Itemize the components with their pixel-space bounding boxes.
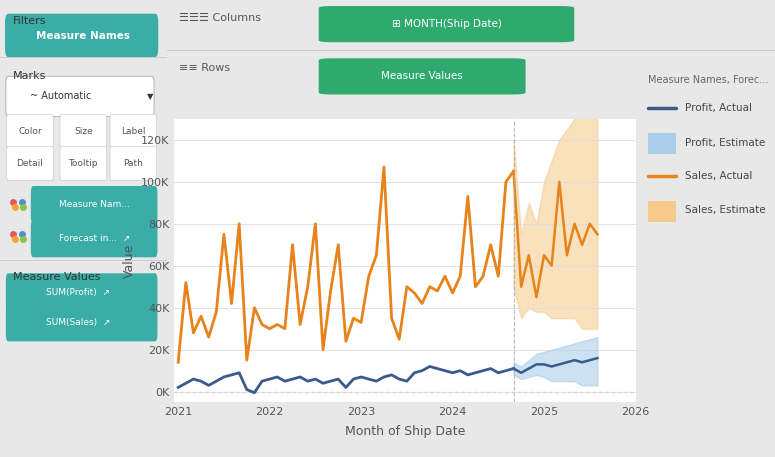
Text: Sales, Estimate: Sales, Estimate	[685, 205, 766, 215]
FancyBboxPatch shape	[110, 146, 157, 181]
Text: Label: Label	[121, 127, 146, 136]
Text: Forecast in...  ↗: Forecast in... ↗	[59, 234, 129, 243]
Y-axis label: Value: Value	[122, 243, 136, 278]
FancyBboxPatch shape	[110, 114, 157, 149]
Text: ≡≡ Rows: ≡≡ Rows	[179, 64, 230, 74]
Text: ~ Automatic: ~ Automatic	[30, 91, 91, 101]
Text: Profit, Actual: Profit, Actual	[685, 103, 752, 113]
Text: ▼: ▼	[146, 92, 153, 101]
Text: Sales, Actual: Sales, Actual	[685, 171, 752, 181]
Text: Filters: Filters	[13, 16, 46, 26]
Text: ☰☰☰ Columns: ☰☰☰ Columns	[179, 13, 261, 23]
FancyBboxPatch shape	[5, 14, 158, 57]
FancyBboxPatch shape	[649, 133, 676, 154]
FancyBboxPatch shape	[6, 304, 157, 341]
Text: Color: Color	[18, 127, 42, 136]
FancyBboxPatch shape	[319, 6, 574, 42]
Text: Measure Nam...: Measure Nam...	[59, 200, 129, 209]
Text: Detail: Detail	[16, 159, 43, 168]
Text: Marks: Marks	[13, 71, 46, 81]
FancyBboxPatch shape	[31, 220, 157, 257]
FancyBboxPatch shape	[60, 114, 107, 149]
Text: SUM(Profit)  ↗: SUM(Profit) ↗	[46, 287, 110, 297]
FancyBboxPatch shape	[6, 273, 157, 311]
FancyBboxPatch shape	[7, 114, 53, 149]
FancyBboxPatch shape	[60, 146, 107, 181]
FancyBboxPatch shape	[31, 186, 157, 223]
FancyBboxPatch shape	[649, 201, 676, 222]
Text: SUM(Sales)  ↗: SUM(Sales) ↗	[46, 318, 111, 327]
Text: Measure Names: Measure Names	[36, 31, 130, 41]
X-axis label: Month of Ship Date: Month of Ship Date	[345, 425, 465, 438]
Text: Path: Path	[123, 159, 143, 168]
Text: Measure Values: Measure Values	[381, 71, 463, 81]
FancyBboxPatch shape	[7, 146, 53, 181]
Text: Measure Names, Forec...: Measure Names, Forec...	[649, 75, 769, 85]
Text: ⊞ MONTH(Ship Date): ⊞ MONTH(Ship Date)	[391, 19, 501, 29]
Text: Measure Values: Measure Values	[13, 272, 101, 282]
Text: Size: Size	[74, 127, 93, 136]
Text: Profit, Estimate: Profit, Estimate	[685, 138, 765, 148]
Text: Tooltip: Tooltip	[68, 159, 98, 168]
FancyBboxPatch shape	[319, 58, 525, 95]
FancyBboxPatch shape	[6, 76, 154, 117]
